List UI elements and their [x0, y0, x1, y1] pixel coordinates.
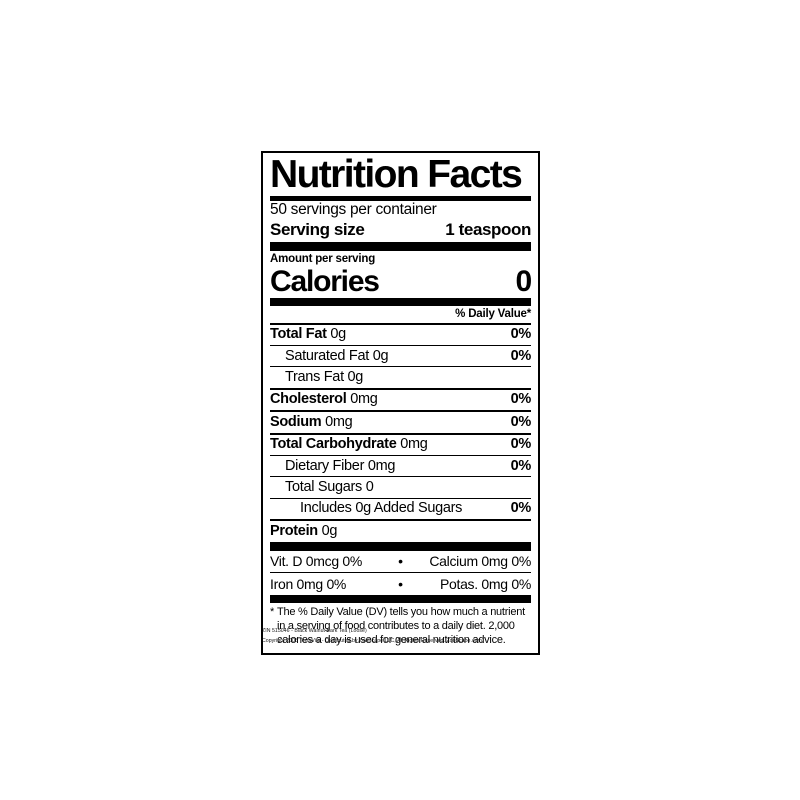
nutrient-daily-value: 0% — [510, 500, 532, 517]
row-divider — [270, 387, 531, 390]
nutrient-row-cholesterol: Cholesterol 0mg 0% — [270, 390, 531, 410]
iron-value: Iron 0mg 0% — [270, 575, 347, 592]
nutrient-name: Total Fat 0g — [270, 326, 346, 343]
servings-per-container: 50 servings per container — [270, 201, 437, 219]
nutrient-row-total-carbohydrate: Total Carbohydrate 0mg 0% — [270, 435, 531, 455]
nutrient-row-saturated-fat: Saturated Fat 0g 0% — [270, 346, 531, 366]
product-id-line: ZIN 515046 - Black Walnut Bark Tea (Loos… — [262, 628, 367, 634]
row-divider — [270, 366, 531, 368]
row-divider — [270, 497, 531, 499]
nutrient-daily-value: 0% — [510, 347, 532, 364]
serving-size-value: 1 teaspoon — [445, 219, 531, 239]
nutrient-daily-value: 0% — [510, 413, 532, 430]
nutrient-row-protein: Protein 0g — [270, 521, 531, 541]
row-divider — [270, 455, 531, 456]
row-divider — [270, 432, 531, 435]
vitamin-row-d-calcium: Vit. D 0mcg 0% • Calcium 0mg 0% — [270, 551, 531, 573]
nutrient-name: Protein 0g — [270, 522, 338, 539]
vitamin-row-iron-potassium: Iron 0mg 0% • Potas. 0mg 0% — [270, 573, 531, 595]
calories-nutrients-separator-bar — [270, 297, 531, 306]
nutrient-name: Dietary Fiber 0mg — [285, 457, 396, 474]
page-title: Nutrition Facts — [270, 153, 523, 196]
nutrient-daily-value: 0% — [510, 436, 532, 453]
row-divider — [270, 322, 531, 325]
nutrient-row-sodium: Sodium 0mg 0% — [270, 412, 531, 432]
calories-label: Calories — [270, 264, 380, 298]
protein-vitamins-separator-bar — [270, 541, 531, 551]
row-divider — [270, 519, 531, 522]
row-divider — [270, 410, 531, 413]
nutrient-name: Cholesterol 0mg — [270, 391, 378, 408]
vitamins-footnote-separator-bar — [270, 595, 531, 604]
calories-value: 0 — [515, 264, 533, 298]
serving-size-row: Serving size 1 teaspoon — [270, 220, 531, 242]
footnote-asterisk: * — [270, 606, 275, 619]
copyright-line: Copyright 2005 TerraVita - Distributed b… — [262, 638, 482, 645]
serving-calories-separator-bar — [270, 242, 531, 252]
row-divider — [270, 476, 531, 478]
nutrient-name: Total Sugars 0 — [285, 478, 374, 495]
nutrient-daily-value: 0% — [510, 457, 532, 474]
amount-per-serving-label: Amount per serving — [270, 253, 376, 266]
nutrient-row-trans-fat: Trans Fat 0g — [270, 367, 531, 387]
calories-row: Calories 0 — [270, 264, 533, 298]
row-divider — [270, 572, 531, 574]
daily-value-header: % Daily Value* — [455, 307, 531, 320]
nutrient-name: Sodium 0mg — [270, 413, 353, 430]
nutrient-daily-value: 0% — [510, 326, 532, 343]
potassium-value: Potas. 0mg 0% — [439, 575, 531, 592]
row-divider — [270, 345, 531, 347]
vitamin-d-value: Vit. D 0mcg 0% — [270, 553, 363, 570]
nutrient-row-total-fat: Total Fat 0g 0% — [270, 325, 531, 345]
bullet-icon: • — [398, 575, 403, 592]
serving-size-label: Serving size — [270, 219, 365, 239]
bullet-icon: • — [398, 553, 403, 570]
title-divider — [270, 196, 531, 202]
footnote-text: The % Daily Value (DV) tells you how muc… — [277, 606, 525, 646]
nutrient-name: Total Carbohydrate 0mg — [270, 436, 428, 453]
calcium-value: Calcium 0mg 0% — [429, 553, 531, 570]
nutrient-name: Saturated Fat 0g — [285, 347, 389, 364]
nutrient-row-added-sugars: Includes 0g Added Sugars 0% — [270, 499, 531, 519]
nutrient-name: Includes 0g Added Sugars — [300, 500, 463, 517]
nutrient-name: Trans Fat 0g — [285, 368, 364, 385]
nutrient-row-total-sugars: Total Sugars 0 — [270, 477, 531, 497]
fine-print-block: ZIN 515046 - Black Walnut Bark Tea (Loos… — [262, 626, 592, 646]
nutrient-row-dietary-fiber: Dietary Fiber 0mg 0% — [270, 456, 531, 476]
nutrient-daily-value: 0% — [510, 391, 532, 408]
nutrition-facts-label: Nutrition Facts 50 servings per containe… — [261, 151, 540, 655]
daily-value-footnote: * The % Daily Value (DV) tells you how m… — [270, 603, 531, 653]
